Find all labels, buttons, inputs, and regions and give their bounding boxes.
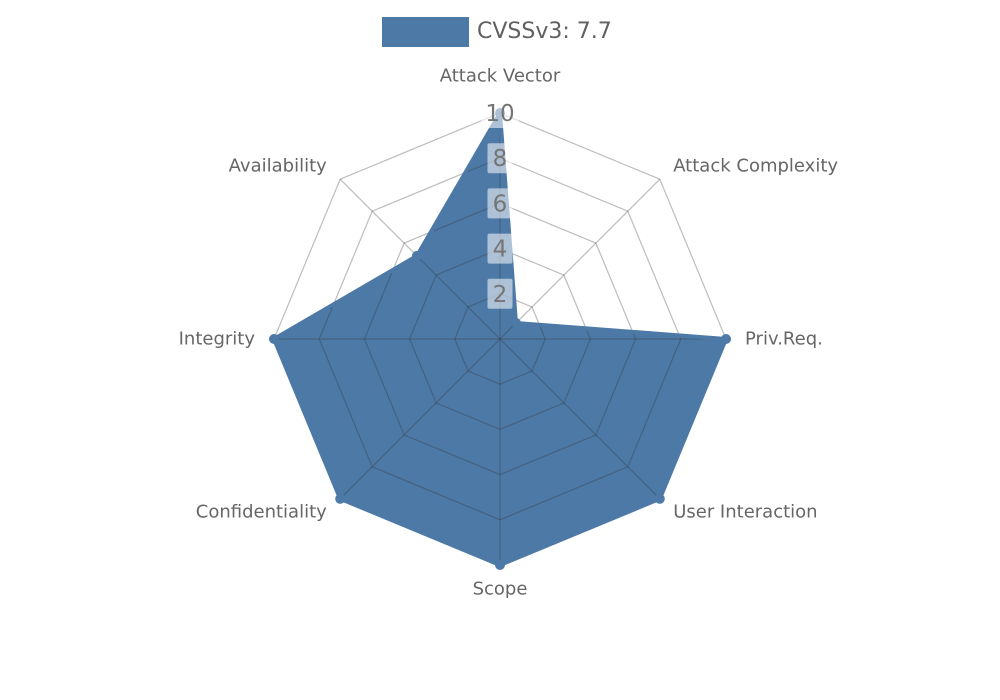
grid-ring-6 xyxy=(363,202,637,476)
grid-spoke-user-interaction xyxy=(499,338,661,500)
grid-spoke-attack-complexity xyxy=(499,178,661,340)
axis-label-attack-complexity: Attack Complexity xyxy=(673,155,838,176)
data-point-confidentiality xyxy=(335,493,346,504)
tick-box-2 xyxy=(487,278,513,309)
data-point-availability xyxy=(411,250,422,261)
tick-box-6 xyxy=(487,188,513,219)
radial-ticks: 2 4 6 8 10 xyxy=(481,98,519,309)
tick-label-10: 10 xyxy=(485,101,514,127)
axis-label-user-interaction: User Interaction xyxy=(673,502,817,523)
tick-label-6: 6 xyxy=(493,191,508,217)
data-point-attack-complexity xyxy=(511,318,521,328)
tick-label-8: 8 xyxy=(493,146,508,172)
tick-box-4 xyxy=(487,233,513,264)
grid-ring-2 xyxy=(454,293,546,385)
data-point-priv-req xyxy=(721,334,731,344)
legend-swatch xyxy=(382,17,469,47)
tick-label-4: 4 xyxy=(493,237,508,263)
grid-ring-4 xyxy=(408,247,592,431)
legend: CVSSv3: 7.7 xyxy=(382,17,612,47)
tick-box-10 xyxy=(481,98,519,128)
series-fill-polygon xyxy=(274,113,726,565)
data-point-integrity xyxy=(269,334,279,344)
tick-label-2: 2 xyxy=(493,282,508,308)
grid-ring-8 xyxy=(318,157,682,521)
data-point-scope xyxy=(495,560,505,570)
axis-label-confidentiality: Confidentiality xyxy=(196,502,327,523)
axis-label-priv-req: Priv.Req. xyxy=(745,329,823,350)
axis-label-scope: Scope xyxy=(473,579,528,600)
grid-spoke-confidentiality xyxy=(339,338,501,500)
axis-label-availability: Availability xyxy=(229,155,327,176)
tick-box-8 xyxy=(487,143,513,174)
legend-label: CVSSv3: 7.7 xyxy=(477,19,612,44)
axis-label-attack-vector: Attack Vector xyxy=(440,66,561,87)
data-point-user-interaction xyxy=(654,493,665,504)
axis-labels: Attack Vector Attack Complexity Priv.Req. U… xyxy=(179,66,839,600)
axis-label-integrity: Integrity xyxy=(179,329,256,350)
